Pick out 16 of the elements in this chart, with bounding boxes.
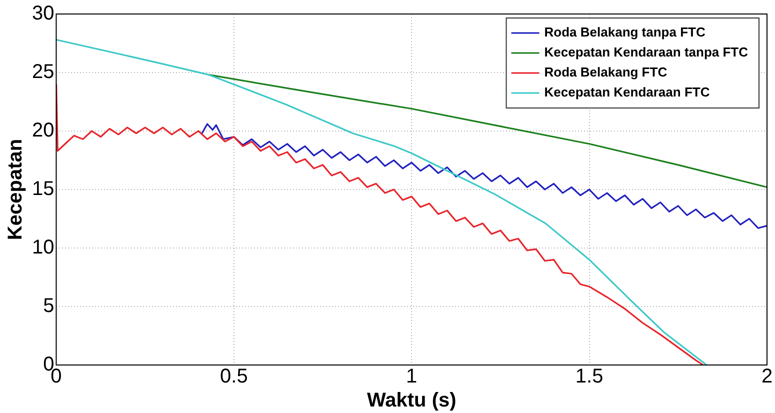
x-tick-label: 0.5: [220, 366, 248, 388]
y-tick-label: 25: [32, 61, 54, 84]
y-tick-label: 10: [32, 236, 54, 259]
legend-label: Kecepatan Kendaraan tanpa FTC: [544, 44, 749, 60]
y-axis-title: Kecepatan: [4, 138, 27, 240]
x-tick-label: 2: [761, 366, 773, 388]
legend-label: Kecepatan Kendaraan FTC: [544, 84, 710, 100]
y-tick-label: 20: [32, 120, 54, 142]
x-axis-title: Waktu (s): [366, 390, 456, 412]
x-tick-label: 1.5: [575, 366, 604, 388]
x-tick-label: 1: [406, 366, 418, 388]
y-tick-label: 15: [32, 178, 54, 200]
y-tick-label: 30: [32, 2, 54, 25]
legend-label: Roda Belakang tanpa FTC: [544, 24, 706, 40]
legend-label: Roda Belakang FTC: [544, 64, 668, 80]
y-tick-label: 5: [43, 295, 54, 318]
